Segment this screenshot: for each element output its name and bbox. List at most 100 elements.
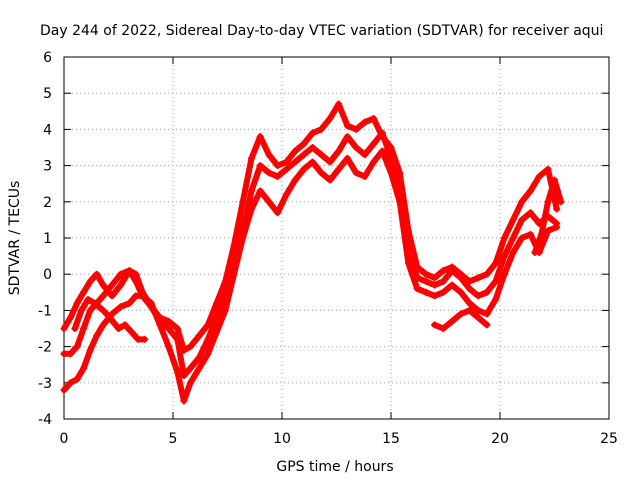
y-tick-label: 0 — [43, 267, 52, 283]
data-point — [422, 288, 430, 296]
data-point — [73, 375, 81, 383]
series-track-f — [531, 176, 565, 256]
data-point — [439, 325, 447, 332]
data-point — [80, 325, 88, 332]
data-point — [291, 147, 299, 155]
data-point — [483, 270, 491, 278]
data-point — [518, 198, 526, 206]
y-tick-label: 3 — [43, 159, 52, 175]
x-axis-label: GPS time / hours — [276, 459, 393, 475]
data-point — [115, 325, 122, 332]
data-point — [396, 198, 404, 206]
series-track-e — [431, 306, 491, 332]
data-point — [117, 270, 125, 278]
y-tick-label: -4 — [38, 412, 52, 428]
data-point — [509, 248, 517, 256]
data-point — [343, 122, 351, 130]
chart-title: Day 244 of 2022, Sidereal Day-to-day VTE… — [40, 23, 603, 39]
data-point — [125, 299, 133, 307]
data-point — [361, 172, 369, 180]
data-point — [165, 317, 173, 325]
data-point — [93, 332, 101, 340]
data-point — [106, 314, 114, 322]
data-point — [265, 198, 273, 206]
data-point — [60, 325, 68, 332]
data-point — [387, 169, 395, 177]
data-point — [300, 165, 308, 173]
data-point — [492, 296, 500, 304]
data-point — [474, 306, 482, 314]
data-point — [500, 252, 508, 260]
data-point — [239, 198, 247, 206]
y-tick-label: 2 — [43, 195, 52, 211]
x-tick-label: 25 — [600, 431, 618, 447]
data-point — [204, 321, 212, 329]
data-point — [80, 364, 88, 372]
data-point — [413, 285, 421, 293]
y-tick-label: -1 — [38, 303, 52, 319]
data-point — [213, 314, 221, 322]
data-point — [527, 187, 535, 195]
series-line — [531, 177, 564, 256]
data-point — [448, 267, 456, 275]
data-point — [80, 288, 88, 296]
data-point — [282, 165, 290, 173]
data-point — [121, 321, 129, 329]
data-point — [93, 270, 101, 278]
data-point — [67, 350, 75, 358]
data-point — [60, 350, 68, 358]
data-point — [67, 379, 75, 387]
series-track-c — [60, 147, 561, 405]
data-point — [309, 158, 317, 166]
data-point — [67, 314, 75, 322]
data-point — [84, 296, 92, 304]
data-point — [544, 165, 552, 173]
data-point — [204, 350, 212, 358]
data-point — [221, 306, 229, 314]
data-point — [335, 165, 343, 173]
data-point — [99, 306, 107, 314]
data-point — [204, 335, 212, 343]
data-point — [378, 129, 386, 137]
data-point — [165, 325, 173, 332]
data-point — [141, 335, 149, 343]
data-point — [500, 270, 508, 278]
x-tick-label: 0 — [60, 431, 69, 447]
data-point — [378, 147, 386, 155]
x-tick-label: 5 — [169, 431, 178, 447]
data-point — [422, 270, 430, 278]
data-point — [326, 158, 334, 166]
data-point — [431, 321, 439, 329]
data-point — [465, 306, 473, 314]
data-point — [274, 209, 282, 217]
data-point — [544, 198, 552, 206]
x-tick-label: 15 — [382, 431, 400, 447]
data-point — [457, 274, 465, 282]
data-point — [492, 277, 500, 285]
data-point — [300, 151, 308, 159]
data-point — [186, 379, 194, 387]
data-point — [326, 176, 334, 184]
data-point — [291, 176, 299, 184]
data-point — [361, 118, 369, 126]
data-point — [282, 158, 290, 166]
data-point — [265, 169, 273, 177]
y-axis-label: SDTVAR / TECUs — [7, 181, 23, 296]
data-point — [483, 321, 491, 329]
data-point — [492, 259, 500, 267]
data-point — [309, 144, 317, 151]
data-point — [370, 140, 378, 148]
data-point — [509, 216, 517, 224]
data-point — [128, 328, 136, 336]
data-point — [247, 205, 255, 213]
data-point — [474, 314, 482, 322]
data-point — [387, 154, 395, 162]
data-point — [537, 230, 545, 238]
data-point — [247, 154, 255, 162]
y-tick-label: 6 — [43, 50, 52, 66]
data-point — [335, 100, 343, 108]
ticks-layer: 0 5 10 15 20 25 -4 -3 -2 -1 0 1 2 3 4 5 6 — [38, 50, 618, 447]
data-point — [180, 397, 188, 405]
data-point — [125, 267, 133, 275]
data-point — [165, 343, 173, 351]
